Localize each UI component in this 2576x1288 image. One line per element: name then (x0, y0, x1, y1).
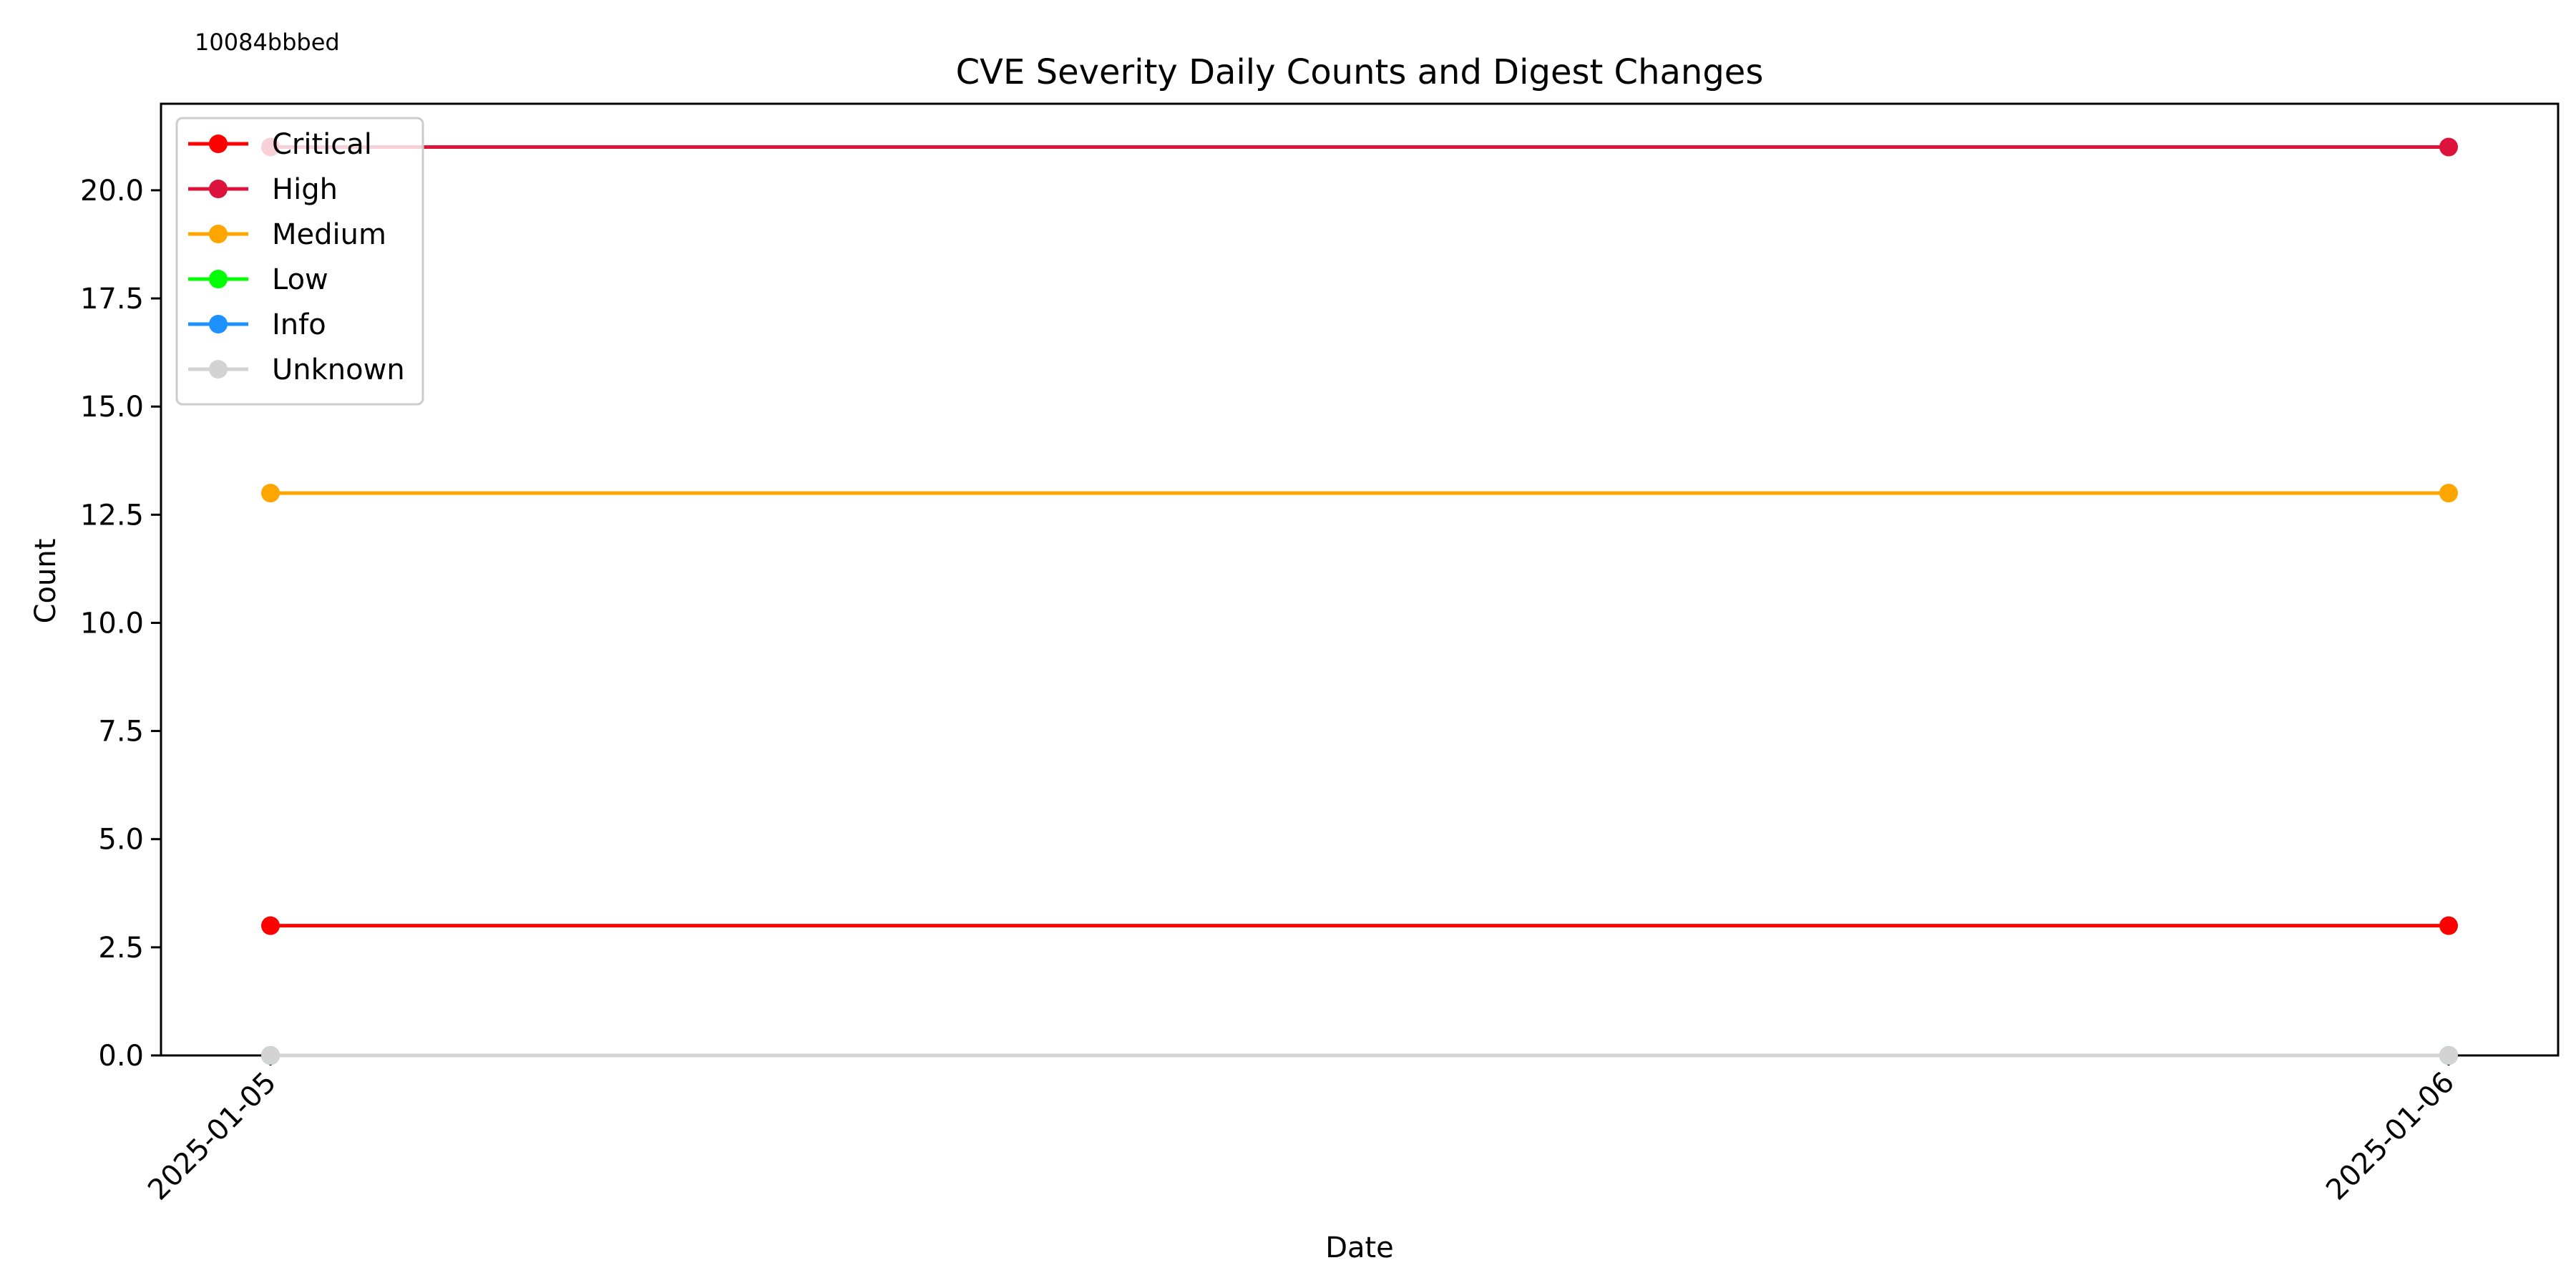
data-point-medium (261, 484, 280, 503)
data-point-critical (2439, 916, 2458, 935)
legend-marker-high (209, 180, 228, 198)
digest-label: 10084bbbed (195, 29, 340, 56)
y-tick-label: 10.0 (80, 607, 144, 640)
data-point-medium (2439, 484, 2458, 503)
y-axis-label: Count (29, 539, 62, 624)
legend: Critical High Medium Low Info Unknown (175, 117, 424, 406)
legend-marker-info (209, 315, 228, 333)
y-tick-label: 5.0 (98, 824, 144, 857)
y-tick-label: 12.5 (80, 499, 144, 532)
y-tick-label: 17.5 (80, 283, 144, 316)
y-axis: 0.0 2.5 5.0 7.5 10.0 12.5 15.0 17.5 20.0 (80, 175, 161, 1073)
legend-marker-critical (209, 135, 228, 153)
y-tick-label: 2.5 (98, 932, 144, 965)
data-point-unknown (2439, 1046, 2458, 1065)
legend-label-low: Low (272, 263, 328, 296)
legend-label-critical: Critical (272, 128, 372, 161)
legend-marker-unknown (209, 360, 228, 379)
legend-marker-low (209, 270, 228, 288)
data-point-high (2439, 137, 2458, 157)
series-layer (261, 137, 2458, 1065)
data-point-critical (261, 916, 280, 935)
y-tick-label: 0.0 (98, 1040, 144, 1073)
legend-label-unknown: Unknown (272, 353, 405, 386)
legend-marker-medium (209, 225, 228, 243)
y-tick-label: 7.5 (98, 716, 144, 748)
x-tick-label: 2025-01-06 (2320, 1066, 2461, 1207)
chart-title: CVE Severity Daily Counts and Digest Cha… (956, 52, 1764, 92)
legend-label-high: High (272, 173, 338, 206)
legend-label-info: Info (272, 308, 326, 341)
y-tick-label: 20.0 (80, 175, 144, 208)
y-tick-label: 15.0 (80, 391, 144, 424)
x-axis: 2025-01-05 2025-01-06 (142, 1055, 2461, 1206)
data-point-unknown (261, 1046, 280, 1065)
x-axis-label: Date (1325, 1231, 1394, 1264)
x-tick-label: 2025-01-05 (142, 1066, 283, 1207)
plot-frame (160, 102, 2560, 1057)
legend-label-medium: Medium (272, 218, 386, 251)
